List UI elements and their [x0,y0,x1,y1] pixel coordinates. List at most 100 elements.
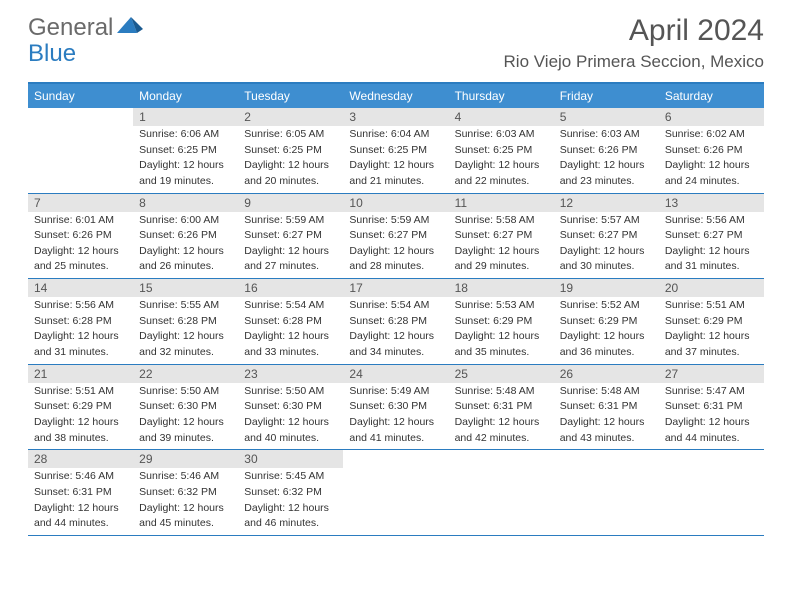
day-detail-line: Sunset: 6:28 PM [238,313,343,329]
day-number [659,450,764,454]
day-number: 5 [554,108,659,126]
day-detail-line: Sunrise: 6:02 AM [659,126,764,142]
day-cell [554,450,659,535]
day-detail-line: Sunrise: 5:52 AM [554,297,659,313]
day-cell: 19Sunrise: 5:52 AMSunset: 6:29 PMDayligh… [554,279,659,364]
day-cell [449,450,554,535]
day-detail-line: Sunset: 6:31 PM [28,484,133,500]
day-cell: 8Sunrise: 6:00 AMSunset: 6:26 PMDaylight… [133,194,238,279]
logo-text-general: General [28,14,113,42]
day-detail-line: Daylight: 12 hours [238,414,343,430]
day-cell: 6Sunrise: 6:02 AMSunset: 6:26 PMDaylight… [659,108,764,193]
day-detail-line: Sunrise: 5:48 AM [449,383,554,399]
calendar: Sunday Monday Tuesday Wednesday Thursday… [28,82,764,536]
day-number: 23 [238,365,343,383]
day-detail-line: Daylight: 12 hours [449,243,554,259]
day-detail-line: Sunset: 6:26 PM [28,227,133,243]
day-detail-line: Sunset: 6:31 PM [659,398,764,414]
week-row: 28Sunrise: 5:46 AMSunset: 6:31 PMDayligh… [28,450,764,536]
day-number: 27 [659,365,764,383]
day-detail-line: Daylight: 12 hours [28,328,133,344]
day-detail-line: Sunset: 6:31 PM [449,398,554,414]
day-detail-line: Daylight: 12 hours [238,500,343,516]
day-detail-line: Sunset: 6:32 PM [238,484,343,500]
day-cell: 12Sunrise: 5:57 AMSunset: 6:27 PMDayligh… [554,194,659,279]
day-detail-line: and 44 minutes. [659,430,764,446]
day-detail-line: and 40 minutes. [238,430,343,446]
day-detail-line: and 27 minutes. [238,258,343,274]
day-cell: 15Sunrise: 5:55 AMSunset: 6:28 PMDayligh… [133,279,238,364]
day-detail-line: Daylight: 12 hours [659,157,764,173]
day-detail-line: Daylight: 12 hours [554,414,659,430]
logo-triangle-icon [117,14,143,42]
day-detail-line: Daylight: 12 hours [554,328,659,344]
day-cell: 5Sunrise: 6:03 AMSunset: 6:26 PMDaylight… [554,108,659,193]
day-cell: 24Sunrise: 5:49 AMSunset: 6:30 PMDayligh… [343,365,448,450]
day-detail-line: Daylight: 12 hours [133,157,238,173]
day-detail-line: Sunrise: 5:50 AM [238,383,343,399]
weeks-container: 1Sunrise: 6:06 AMSunset: 6:25 PMDaylight… [28,108,764,536]
day-number: 15 [133,279,238,297]
day-detail-line: and 24 minutes. [659,173,764,189]
day-number: 4 [449,108,554,126]
day-detail-line: Sunset: 6:30 PM [133,398,238,414]
week-row: 1Sunrise: 6:06 AMSunset: 6:25 PMDaylight… [28,108,764,194]
day-detail-line: Sunrise: 5:57 AM [554,212,659,228]
day-detail-line: Sunset: 6:32 PM [133,484,238,500]
day-cell: 1Sunrise: 6:06 AMSunset: 6:25 PMDaylight… [133,108,238,193]
day-number: 29 [133,450,238,468]
day-number [449,450,554,454]
day-number: 22 [133,365,238,383]
day-cell: 21Sunrise: 5:51 AMSunset: 6:29 PMDayligh… [28,365,133,450]
weekday-header: Wednesday [343,84,448,108]
day-number: 14 [28,279,133,297]
day-cell [343,450,448,535]
day-detail-line: Sunset: 6:26 PM [659,142,764,158]
day-detail-line: and 36 minutes. [554,344,659,360]
day-cell: 29Sunrise: 5:46 AMSunset: 6:32 PMDayligh… [133,450,238,535]
day-detail-line: Sunset: 6:28 PM [133,313,238,329]
day-detail-line: Sunrise: 5:45 AM [238,468,343,484]
weekday-header: Saturday [659,84,764,108]
day-detail-line: Sunset: 6:25 PM [133,142,238,158]
day-detail-line: Sunset: 6:25 PM [238,142,343,158]
day-detail-line: Sunset: 6:29 PM [554,313,659,329]
day-detail-line: Daylight: 12 hours [449,157,554,173]
day-number [28,108,133,112]
day-cell: 28Sunrise: 5:46 AMSunset: 6:31 PMDayligh… [28,450,133,535]
weekday-header: Friday [554,84,659,108]
day-detail-line: and 29 minutes. [449,258,554,274]
day-cell [28,108,133,193]
day-detail-line: Sunset: 6:27 PM [238,227,343,243]
week-row: 14Sunrise: 5:56 AMSunset: 6:28 PMDayligh… [28,279,764,365]
day-number: 25 [449,365,554,383]
day-detail-line: and 39 minutes. [133,430,238,446]
day-detail-line: and 25 minutes. [28,258,133,274]
day-detail-line: and 46 minutes. [238,515,343,531]
day-detail-line: Sunset: 6:27 PM [659,227,764,243]
day-detail-line: and 42 minutes. [449,430,554,446]
day-detail-line: Sunrise: 5:46 AM [28,468,133,484]
day-detail-line: Sunset: 6:29 PM [659,313,764,329]
day-number [554,450,659,454]
day-detail-line: and 35 minutes. [449,344,554,360]
weekday-header: Monday [133,84,238,108]
day-detail-line: Sunset: 6:27 PM [343,227,448,243]
day-cell: 14Sunrise: 5:56 AMSunset: 6:28 PMDayligh… [28,279,133,364]
day-cell: 22Sunrise: 5:50 AMSunset: 6:30 PMDayligh… [133,365,238,450]
day-detail-line: and 31 minutes. [28,344,133,360]
logo: General [28,14,145,42]
day-cell: 4Sunrise: 6:03 AMSunset: 6:25 PMDaylight… [449,108,554,193]
day-detail-line: Sunrise: 6:05 AM [238,126,343,142]
day-detail-line: Daylight: 12 hours [133,500,238,516]
weekday-header: Sunday [28,84,133,108]
day-detail-line: and 20 minutes. [238,173,343,189]
day-number: 6 [659,108,764,126]
day-cell: 2Sunrise: 6:05 AMSunset: 6:25 PMDaylight… [238,108,343,193]
logo-text-blue: Blue [28,40,76,68]
day-number: 17 [343,279,448,297]
day-detail-line: Sunset: 6:25 PM [449,142,554,158]
day-detail-line: Daylight: 12 hours [28,243,133,259]
day-number: 28 [28,450,133,468]
day-detail-line: and 33 minutes. [238,344,343,360]
